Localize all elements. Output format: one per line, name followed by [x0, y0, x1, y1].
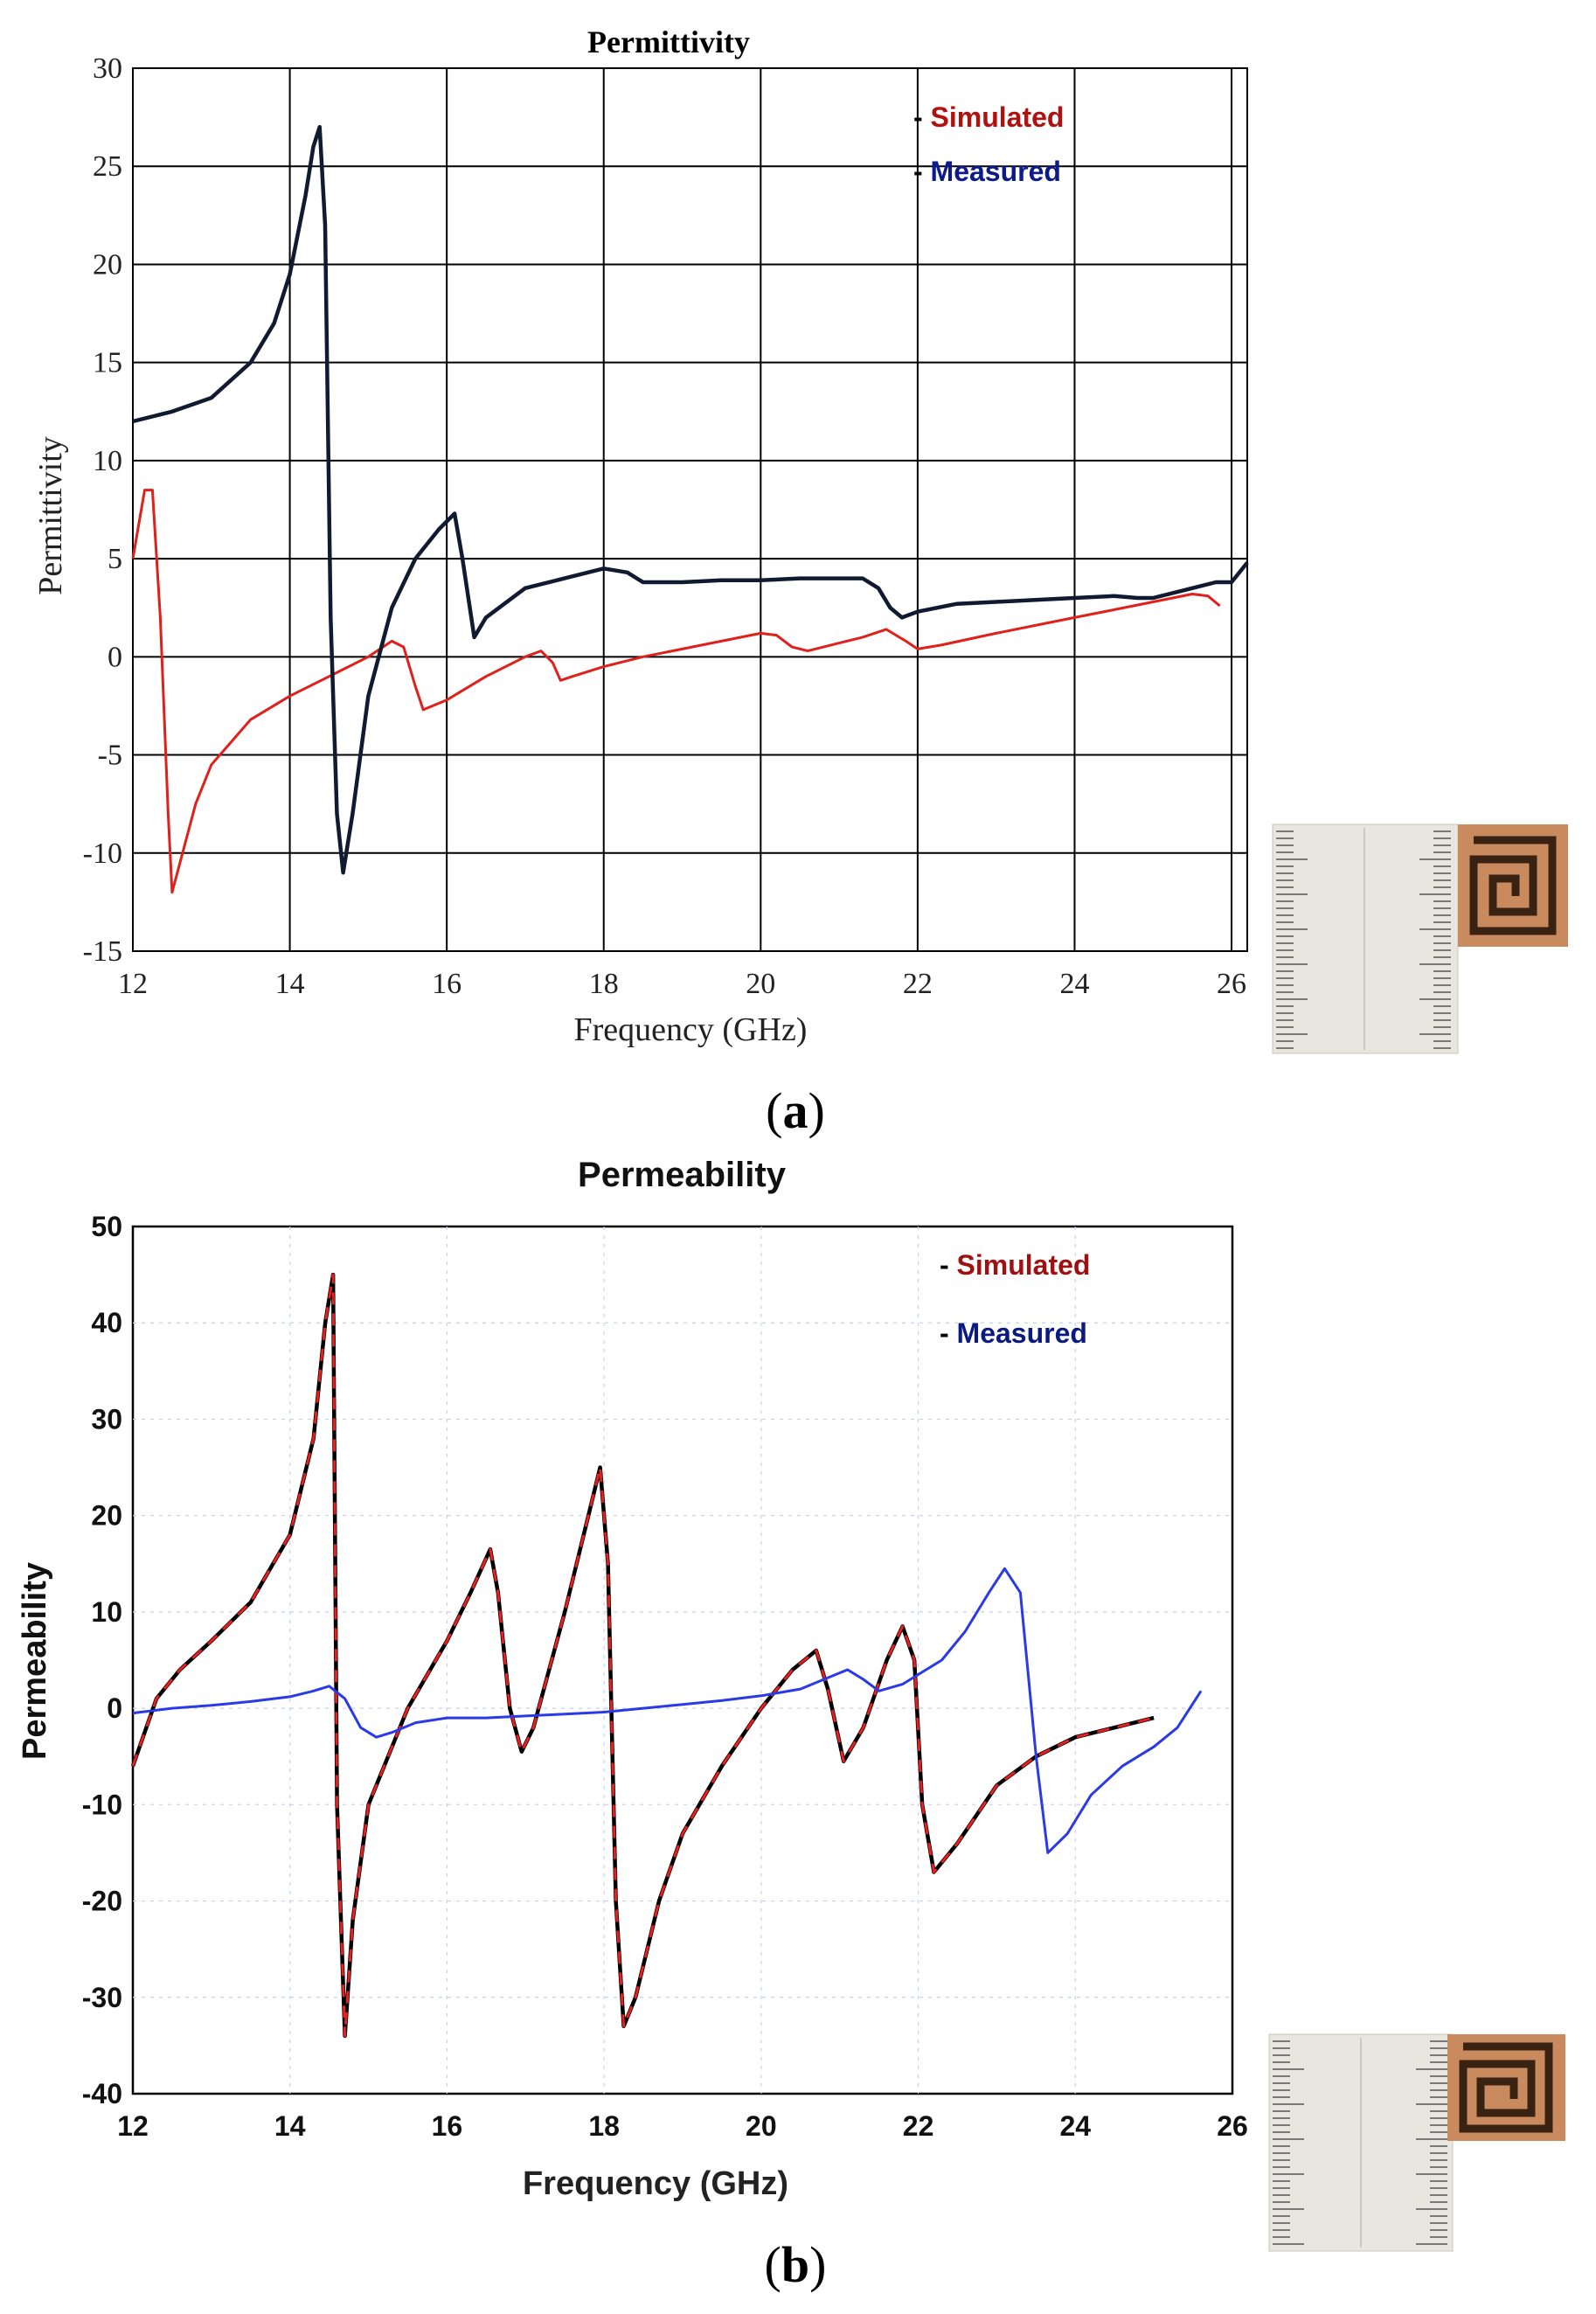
- chart-a-legend: - Simulated - Measured: [913, 101, 1064, 187]
- ruler-photo-a: [1272, 823, 1568, 1054]
- ruler-photo-b: [1268, 2033, 1565, 2252]
- square-spiral-resonator-a: [1469, 836, 1557, 935]
- y-tick-label: 20: [93, 248, 122, 281]
- y-tick-label: 10: [91, 1596, 122, 1628]
- series-line-measured: [132, 125, 1249, 875]
- x-tick-label: 26: [1217, 968, 1246, 1000]
- y-tick-label: 40: [91, 1307, 122, 1338]
- x-tick-label: 16: [432, 2110, 463, 2142]
- y-tick-label: -10: [82, 1789, 122, 1820]
- x-tick-label: 12: [118, 968, 148, 1000]
- x-tick-label: 24: [1059, 968, 1089, 1000]
- chart-b-title: Permeability: [578, 1156, 787, 1194]
- x-tick-label: 24: [1059, 2110, 1091, 2142]
- chart-a-y-axis-label: Permittivity: [32, 436, 69, 595]
- x-tick-label: 14: [275, 968, 305, 1000]
- chart-a-x-axis-label: Frequency (GHz): [574, 1011, 808, 1048]
- ruler-ticks-a: [1276, 828, 1451, 1050]
- square-spiral-resonator-b: [1459, 2042, 1553, 2133]
- panel-a-caption: (a): [766, 1082, 825, 1139]
- x-tick-label: 22: [903, 968, 933, 1000]
- y-tick-label: 5: [108, 543, 122, 575]
- y-tick-label: 15: [93, 347, 122, 379]
- chart-b-y-axis-label: Permeability: [17, 1562, 53, 1760]
- panel-b-caption: (b): [765, 2236, 827, 2293]
- x-tick-label: 20: [746, 2110, 777, 2142]
- x-tick-label: 16: [432, 968, 461, 1000]
- legend-entry-measured: - Measured: [913, 156, 1061, 187]
- y-tick-label: -15: [83, 935, 122, 968]
- panel-b-permeability-chart: Permeability 12 14 16 18 20 22 24 26 -40 -30 -20 -1…: [17, 1156, 1565, 2293]
- y-tick-label: 50: [91, 1211, 122, 1242]
- chart-b-legend: - Simulated - Measured: [940, 1249, 1090, 1349]
- chart-b-series: [130, 1272, 1203, 2039]
- series-line-measured: [132, 1567, 1203, 1854]
- series-line-simulated: [131, 1273, 1155, 2038]
- x-tick-label: 22: [903, 2110, 934, 2142]
- legend-entry-simulated: - Simulated: [913, 101, 1064, 133]
- chart-a-plot-area: [132, 67, 1248, 952]
- x-tick-label: 18: [588, 2110, 620, 2142]
- y-tick-label: -5: [98, 740, 122, 772]
- y-tick-label: 0: [107, 1692, 122, 1724]
- chart-a-title: Permittivity: [587, 24, 750, 59]
- chart-a-tick-labels: 12 14 16 18 20 22 24 26 -15 -10 -5 0 5 10 15 20 25 30: [83, 52, 1246, 1000]
- x-tick-label: 12: [117, 2110, 149, 2142]
- legend-entry-simulated: - Simulated: [940, 1249, 1090, 1281]
- chart-b-plot-area: [131, 1225, 1234, 2095]
- chart-a-series: [131, 125, 1249, 894]
- legend-entry-measured: - Measured: [940, 1317, 1087, 1349]
- series-line-simulated: [131, 489, 1221, 894]
- y-tick-label: -30: [82, 1982, 122, 2013]
- y-tick-label: 0: [108, 641, 122, 673]
- y-tick-label: 20: [91, 1500, 122, 1532]
- y-tick-label: -40: [82, 2078, 122, 2109]
- chart-a-grid: [133, 68, 1247, 951]
- y-tick-label: -10: [83, 837, 122, 870]
- y-tick-label: 30: [93, 52, 122, 85]
- ruler-ticks-b: [1273, 2038, 1447, 2248]
- chart-b-x-axis-label: Frequency (GHz): [523, 2165, 788, 2202]
- x-tick-label: 18: [589, 968, 619, 1000]
- panel-a-permittivity-chart: Permittivity 12 14 16 18 20 22 24 26-15-10-5051…: [32, 24, 1568, 1139]
- y-tick-label: 10: [93, 445, 122, 477]
- x-tick-label: 14: [274, 2110, 306, 2142]
- x-tick-label: 20: [746, 968, 775, 1000]
- x-tick-label: 26: [1217, 2110, 1248, 2142]
- chart-b-tick-labels: 12 14 16 18 20 22 24 26 -40 -30 -20 -10 0 10 20 30 40 50: [82, 1211, 1248, 2142]
- y-tick-label: 30: [91, 1403, 122, 1435]
- y-tick-label: 25: [93, 150, 122, 183]
- y-tick-label: -20: [82, 1886, 122, 1917]
